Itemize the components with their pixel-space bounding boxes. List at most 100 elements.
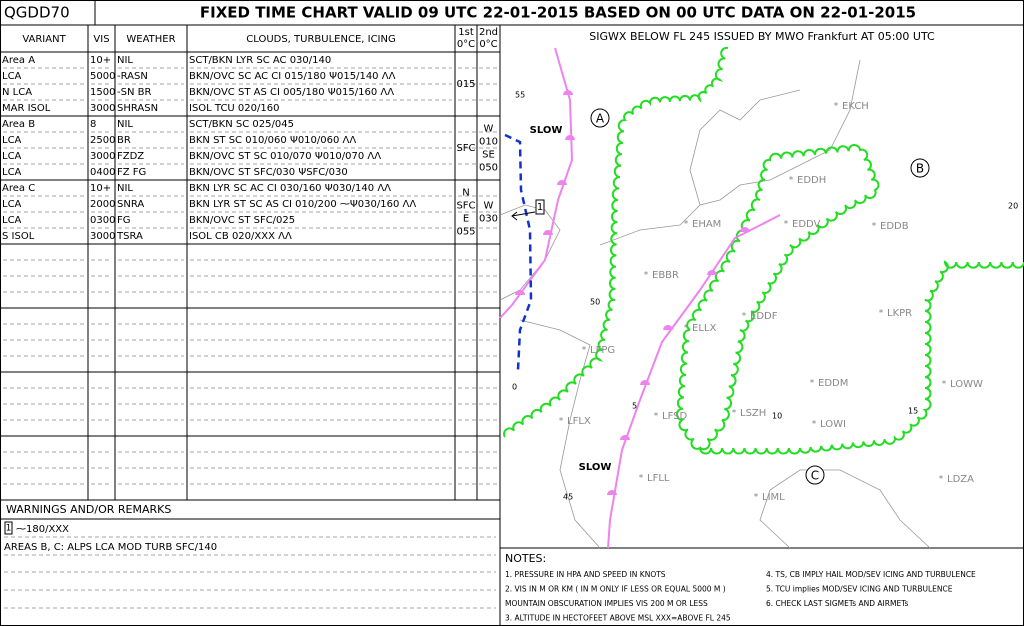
graticule-label: 5	[632, 402, 637, 411]
airport: ELLX	[692, 323, 716, 334]
freezing-level: 015	[456, 79, 475, 90]
front-symbol	[607, 490, 617, 495]
cell: FG	[117, 215, 131, 226]
cell: BR	[117, 135, 131, 146]
cell: FZ FG	[117, 167, 146, 178]
airport-star: *	[559, 417, 564, 427]
region-label: B	[916, 162, 924, 176]
column-header: 2nd	[479, 27, 498, 38]
map-title: SIGWX BELOW FL 245 ISSUED BY MWO Frankfu…	[589, 30, 935, 43]
cell: 1500	[90, 87, 115, 98]
freezing-level: 050	[479, 163, 498, 174]
airport-star: *	[582, 346, 587, 356]
cell: BKN/OVC ST AS CI 005/180 Ψ015/160 ΛΛ	[189, 87, 394, 98]
arrow	[511, 211, 536, 221]
airport: EDDM	[818, 378, 848, 389]
coastline	[759, 469, 931, 549]
speed-label: SLOW	[530, 125, 563, 136]
graticule-label: 50	[590, 298, 600, 307]
cell: LCA	[2, 71, 22, 82]
column-header: 0°C	[457, 39, 475, 50]
airport-star: *	[684, 324, 689, 334]
cell: 3000	[90, 231, 115, 242]
freezing-level: 055	[456, 227, 475, 238]
front	[499, 47, 574, 319]
region-label: A	[596, 112, 605, 126]
note: 5. TCU implies MOD/SEV ICING AND TURBULE…	[766, 585, 953, 594]
airport-star: *	[810, 379, 815, 389]
region-circle	[805, 465, 825, 485]
marker: 1	[6, 524, 12, 534]
airport-star: *	[684, 220, 689, 230]
freezing-level: SFC	[456, 201, 475, 212]
cell: 8	[90, 119, 96, 130]
airport-star: *	[872, 222, 877, 232]
graticule-label: 45	[563, 493, 573, 502]
note: 3. ALTITUDE IN HECTOFEET ABOVE MSL XXX=A…	[505, 614, 731, 623]
front-symbol	[543, 230, 553, 235]
front-symbol	[740, 227, 750, 232]
cell: 10+	[90, 183, 111, 194]
coastline	[599, 59, 861, 246]
cloud-boundary	[675, 143, 1024, 455]
warnings-title: WARNINGS AND/OR REMARKS	[6, 503, 171, 516]
cell: NIL	[117, 55, 133, 66]
cell: 0400	[90, 167, 115, 178]
cell: NIL	[117, 183, 133, 194]
airport: EDDF	[750, 311, 778, 322]
cell: BKN/OVC ST SC 010/070 Ψ010/070 ΛΛ	[189, 151, 381, 162]
cell: TSRA	[116, 231, 143, 242]
airport-star: *	[732, 409, 737, 419]
region-label: C	[811, 469, 819, 483]
region-circle	[910, 158, 930, 178]
cell: Area B	[2, 119, 35, 130]
cell: SHRASN	[117, 103, 158, 114]
column-header: VARIANT	[22, 34, 66, 45]
notes-title: NOTES:	[505, 552, 546, 565]
cell: BKN/OVC SC AC CI 015/180 Ψ015/140 ΛΛ	[189, 71, 396, 82]
marker-box	[4, 521, 13, 535]
cell: SCT/BKN LYR SC AC 030/140	[189, 55, 331, 66]
airport-star: *	[812, 420, 817, 430]
front-symbol	[640, 380, 650, 385]
airport-star: *	[644, 271, 649, 281]
cell: SNRA	[117, 199, 144, 210]
airport: LDZA	[947, 474, 974, 485]
freezing-level: SFC	[456, 143, 475, 154]
freezing-level: 030	[479, 214, 498, 225]
front-symbol	[565, 135, 575, 140]
cell: 3000	[90, 151, 115, 162]
airport-star: *	[834, 102, 839, 112]
column-header: 1st	[458, 27, 474, 38]
warning: AREAS B, C: ALPS LCA MOD TURB SFC/140	[4, 542, 217, 553]
front-symbol	[663, 325, 673, 330]
airport-star: *	[879, 309, 884, 319]
column-header: WEATHER	[126, 34, 175, 45]
cell: MAR ISOL	[2, 103, 51, 114]
cell: SCT/BKN SC 025/045	[189, 119, 294, 130]
cell: NIL	[117, 119, 133, 130]
cell: -SN BR	[117, 87, 151, 98]
cell: 2000	[90, 199, 115, 210]
cell: S ISOL	[2, 231, 35, 242]
column-header: CLOUDS, TURBULENCE, ICING	[246, 34, 396, 45]
cell: LCA	[2, 215, 22, 226]
front-symbol	[563, 90, 573, 95]
cell: LCA	[2, 135, 22, 146]
freezing-level: SE	[482, 150, 495, 161]
cell: 5000	[90, 71, 115, 82]
speed-label: SLOW	[579, 462, 612, 473]
cell: ISOL TCU 020/160	[189, 103, 279, 114]
airport-star: *	[789, 176, 794, 186]
marker-box	[535, 199, 545, 215]
cell: BKN/OVC ST SFC/030 ΨSFC/030	[189, 167, 348, 178]
graticule-label: 10	[772, 412, 782, 421]
airport: EDDH	[797, 175, 826, 186]
note: 4. TS, CB IMPLY HAIL MOD/SEV ICING AND T…	[766, 570, 976, 579]
column-header: 0°C	[479, 39, 497, 50]
graticule-label: 55	[515, 91, 525, 100]
graticule-label: 20	[1008, 202, 1018, 211]
title: FIXED TIME CHART VALID 09 UTC 22-01-2015…	[200, 4, 916, 22]
cell: 0300	[90, 215, 115, 226]
